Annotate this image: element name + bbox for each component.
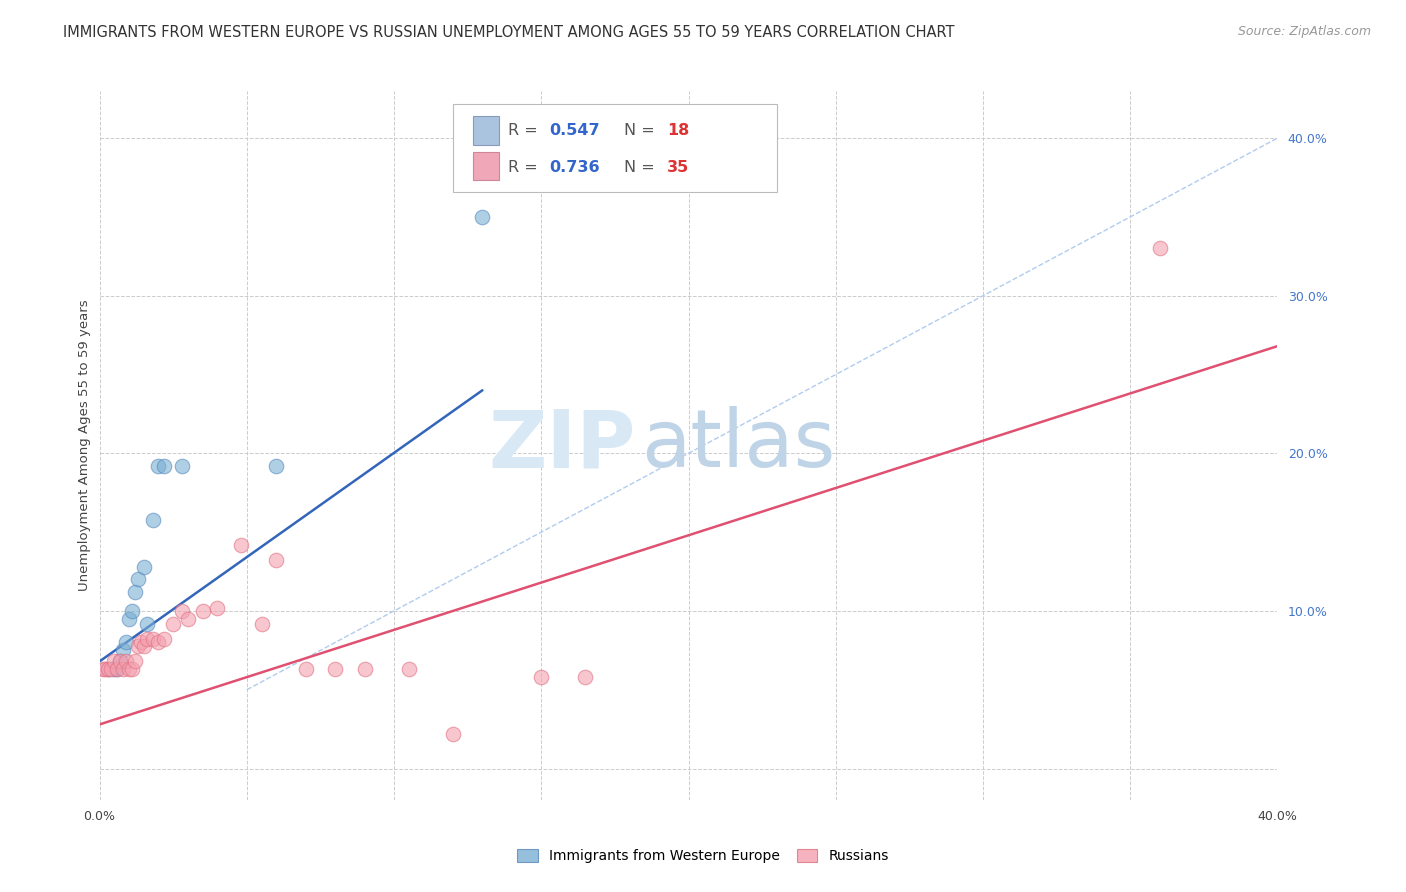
Point: [110, 654, 132, 668]
Point: [115, 635, 138, 649]
Point: [142, 632, 165, 647]
Point: [353, 662, 375, 676]
Point: [110, 654, 132, 668]
Point: [91, 662, 114, 676]
Text: ZIP: ZIP: [488, 407, 636, 484]
Point: [97, 662, 120, 676]
Point: [530, 670, 553, 684]
Point: [100, 662, 122, 676]
Text: 35: 35: [668, 160, 689, 175]
Point: [170, 604, 193, 618]
Point: [112, 643, 135, 657]
Point: [118, 662, 141, 676]
Point: [264, 553, 287, 567]
Point: [148, 458, 170, 473]
Point: [115, 654, 138, 668]
FancyBboxPatch shape: [453, 103, 778, 193]
Point: [129, 635, 152, 649]
Text: atlas: atlas: [641, 407, 835, 484]
Text: N =: N =: [624, 160, 659, 175]
Point: [177, 612, 200, 626]
Point: [398, 662, 420, 676]
Point: [1149, 242, 1171, 256]
Point: [323, 662, 346, 676]
Text: N =: N =: [624, 123, 659, 138]
Text: 0.547: 0.547: [550, 123, 600, 138]
Point: [124, 585, 146, 599]
Text: R =: R =: [509, 123, 543, 138]
Point: [153, 632, 176, 647]
Point: [148, 635, 170, 649]
Point: [471, 210, 494, 224]
Point: [132, 639, 155, 653]
Point: [250, 616, 273, 631]
Point: [162, 616, 184, 631]
Point: [132, 559, 155, 574]
Text: 18: 18: [668, 123, 689, 138]
Text: Source: ZipAtlas.com: Source: ZipAtlas.com: [1237, 25, 1371, 38]
Text: IMMIGRANTS FROM WESTERN EUROPE VS RUSSIAN UNEMPLOYMENT AMONG AGES 55 TO 59 YEARS: IMMIGRANTS FROM WESTERN EUROPE VS RUSSIA…: [63, 25, 955, 40]
Point: [229, 538, 252, 552]
Point: [121, 662, 143, 676]
Point: [153, 458, 176, 473]
Point: [121, 604, 143, 618]
Point: [191, 604, 214, 618]
Point: [124, 654, 146, 668]
Point: [105, 662, 128, 676]
Text: R =: R =: [509, 160, 543, 175]
Point: [142, 512, 165, 526]
Point: [207, 600, 229, 615]
Point: [103, 662, 125, 676]
Point: [103, 654, 125, 668]
Bar: [472, 116, 499, 145]
Point: [135, 632, 157, 647]
Point: [97, 662, 120, 676]
Point: [105, 662, 128, 676]
Point: [118, 612, 141, 626]
Point: [294, 662, 316, 676]
Point: [441, 727, 464, 741]
Point: [127, 573, 149, 587]
Point: [94, 662, 117, 676]
Legend: Immigrants from Western Europe, Russians: Immigrants from Western Europe, Russians: [512, 844, 894, 869]
Point: [112, 662, 135, 676]
Point: [264, 458, 287, 473]
Y-axis label: Unemployment Among Ages 55 to 59 years: Unemployment Among Ages 55 to 59 years: [79, 300, 91, 591]
Point: [170, 458, 193, 473]
Text: 0.736: 0.736: [550, 160, 600, 175]
Point: [127, 639, 149, 653]
Point: [135, 616, 157, 631]
Bar: [472, 152, 499, 180]
Point: [574, 670, 596, 684]
